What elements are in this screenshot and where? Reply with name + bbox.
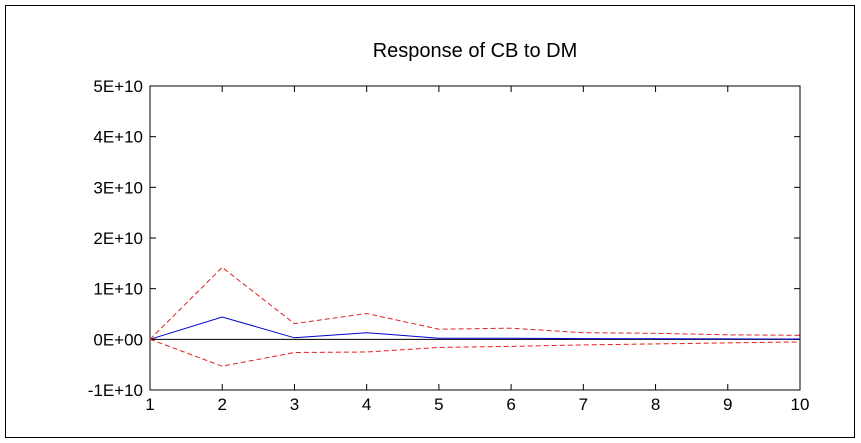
- x-tick-label: 9: [723, 395, 732, 414]
- y-tick-label: 3E+10: [93, 178, 143, 197]
- series-line-response: [149, 316, 801, 340]
- x-tick-label: 3: [290, 395, 299, 414]
- series-line-lower-band: [149, 338, 801, 367]
- x-tick-label: 1: [145, 395, 154, 414]
- y-tick-label: 4E+10: [93, 128, 143, 147]
- x-tick-label: 10: [791, 395, 810, 414]
- y-tick-label: 5E+10: [93, 77, 143, 96]
- chart-frame: [5, 5, 855, 438]
- series-line-upper-band: [149, 266, 801, 340]
- y-tick-label: 0E+00: [93, 330, 143, 349]
- x-tick-label: 6: [506, 395, 515, 414]
- y-tick-label: -1E+10: [88, 381, 143, 400]
- chart-title: Response of CB to DM: [373, 40, 578, 62]
- y-tick-label: 2E+10: [93, 229, 143, 248]
- x-tick-label: 8: [651, 395, 660, 414]
- x-tick-label: 5: [434, 395, 443, 414]
- x-tick-label: 2: [217, 395, 226, 414]
- y-tick-label: 1E+10: [93, 280, 143, 299]
- x-tick-label: 7: [579, 395, 588, 414]
- plot-area: [149, 85, 801, 391]
- x-tick-label: 4: [362, 395, 371, 414]
